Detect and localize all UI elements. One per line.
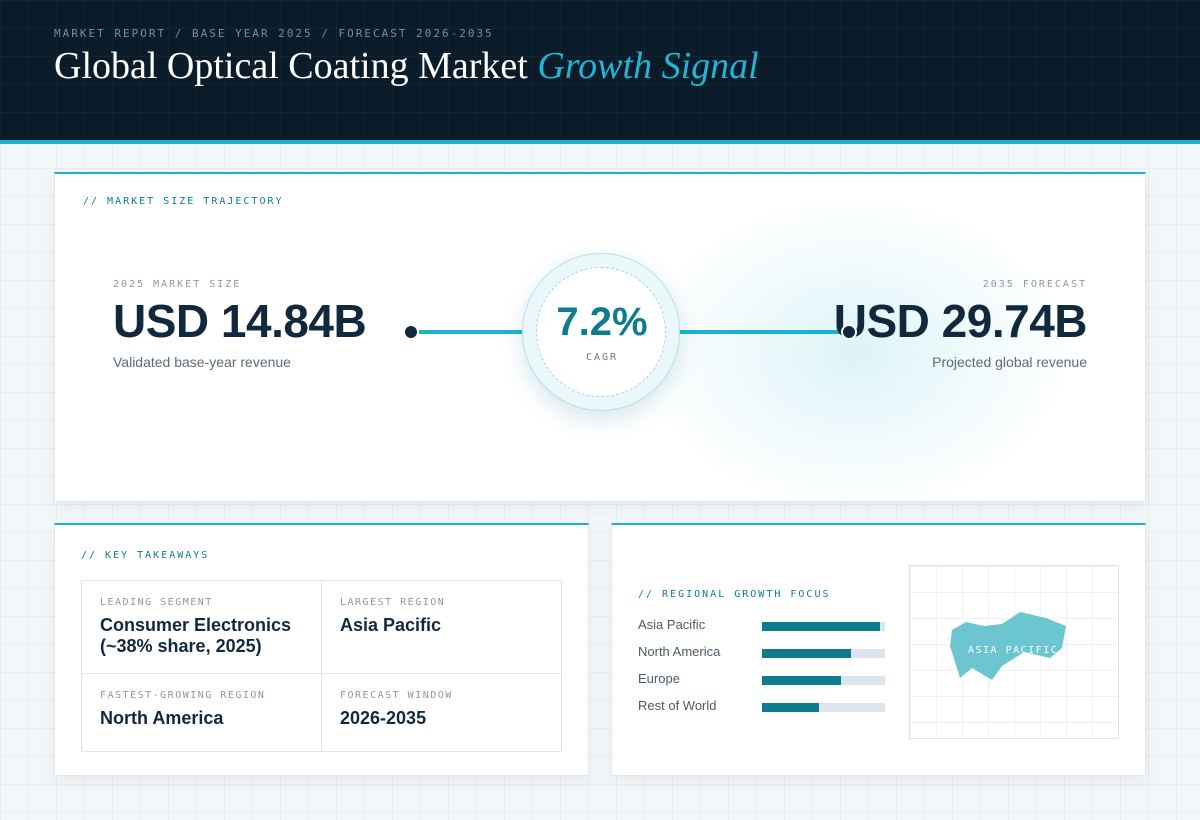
region-bar-row: North America [638,644,888,664]
page-title: Global Optical Coating Market Growth Sig… [54,44,759,88]
header-accent-stripe [0,140,1200,144]
takeaway-value: Consumer Electronics (~38% share, 2025) [100,615,292,656]
cagr-badge: 7.2% CAGR [522,253,680,411]
map-region-label: ASIA PACIFIC [968,645,1059,656]
takeaways-grid: LEADING SEGMENT Consumer Electronics (~3… [81,580,562,752]
region-bar-track [762,622,885,631]
end-marker [841,324,857,340]
region-bar-row: Asia Pacific [638,617,888,637]
region-map: ASIA PACIFIC [909,565,1119,739]
takeaway-key: FASTEST-GROWING REGION [100,690,266,701]
title-accent: Growth Signal [537,45,759,87]
takeaway-value: North America [100,708,224,728]
cagr-badge-inner: 7.2% CAGR [536,267,666,397]
end-note: Projected global revenue [932,354,1087,370]
region-name: North America [638,644,721,659]
start-value: USD 14.84B [113,295,367,347]
takeaway-value: 2026-2035 [340,708,427,728]
region-bar-fill [762,676,841,685]
report-eyebrow: MARKET REPORT / BASE YEAR 2025 / FORECAS… [54,27,494,40]
background-glow [635,194,1075,501]
region-name: Rest of World [638,698,717,713]
end-value: USD 29.74B [833,295,1088,347]
start-kicker: 2025 MARKET SIZE [113,279,242,290]
regional-section-label: // REGIONAL GROWTH FOCUS [638,589,831,600]
end-kicker: 2035 FORECAST [982,279,1087,290]
takeaway-forecast-window: FORECAST WINDOW 2026-2035 [322,674,561,751]
region-name: Europe [638,671,680,686]
region-name: Asia Pacific [638,617,706,632]
cagr-label: CAGR [585,352,619,363]
key-takeaways-card: // KEY TAKEAWAYS LEADING SEGMENT Consume… [54,523,589,776]
takeaway-key: LEADING SEGMENT [100,597,213,608]
takeaways-section-label: // KEY TAKEAWAYS [81,550,210,561]
takeaway-key: FORECAST WINDOW [340,690,453,701]
trajectory-line-right [677,330,851,334]
asia-pacific-shape [950,612,1066,680]
region-bar-track [762,676,885,685]
region-bar-row: Europe [638,671,888,691]
takeaway-largest-region: LARGEST REGION Asia Pacific [322,581,561,674]
trajectory-line-left [419,330,525,334]
start-note: Validated base-year revenue [113,354,291,370]
region-bar-fill [762,649,851,658]
start-marker [403,324,419,340]
regional-growth-card: // REGIONAL GROWTH FOCUS Asia Pacific No… [611,523,1146,776]
takeaway-value: Asia Pacific [340,615,442,635]
region-bar-fill [762,703,819,712]
market-size-trajectory-card: // MARKET SIZE TRAJECTORY 2025 MARKET SI… [54,172,1146,502]
takeaway-leading-segment: LEADING SEGMENT Consumer Electronics (~3… [82,581,322,674]
region-bar-track [762,703,885,712]
report-header: MARKET REPORT / BASE YEAR 2025 / FORECAS… [0,0,1200,140]
title-main: Global Optical Coating Market [54,45,528,87]
region-bar-fill [762,622,881,631]
cagr-value: 7.2% [556,300,648,344]
trajectory-section-label: // MARKET SIZE TRAJECTORY [83,196,284,207]
region-bar-row: Rest of World [638,698,888,718]
region-bar-track [762,649,885,658]
takeaway-key: LARGEST REGION [340,597,446,608]
takeaway-fastest-growing-region: FASTEST-GROWING REGION North America [82,674,322,751]
